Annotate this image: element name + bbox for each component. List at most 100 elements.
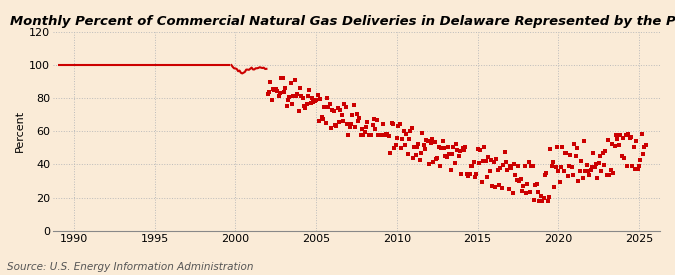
Point [333,119,344,124]
Point [454,154,464,159]
Point [447,152,458,156]
Point [367,122,378,127]
Point [603,138,614,142]
Point [443,144,454,149]
Point [518,184,529,189]
Point [557,145,568,149]
Point [475,148,486,152]
Point [364,133,375,137]
Point [508,162,519,166]
Point [551,145,562,149]
Point [351,112,362,117]
Point [310,98,321,102]
Point [455,149,466,153]
Point [503,187,514,191]
Point [268,87,279,92]
Point [292,92,303,96]
Point [484,169,495,173]
Point [607,142,618,146]
Point [611,133,622,138]
Point [635,158,646,162]
Point [464,172,475,177]
Point [541,170,551,175]
Point [437,139,448,143]
Point [510,173,520,177]
Point [488,160,499,164]
Point [458,146,468,150]
Point [570,154,581,159]
Title: Monthly Percent of Commercial Natural Gas Deliveries in Delaware Represented by : Monthly Percent of Commercial Natural Ga… [10,15,675,28]
Point [574,169,585,173]
Point [527,164,538,169]
Point [615,133,626,137]
Point [354,116,364,120]
Point [286,80,296,85]
Point [446,168,456,172]
Point [363,133,374,137]
Point [459,148,470,152]
Point [428,160,439,164]
Point [620,133,631,137]
Point [315,97,325,101]
Point [294,109,304,113]
Point [627,163,638,168]
Point [264,90,275,95]
Point [585,168,596,172]
Point [587,165,597,169]
Point [592,175,603,180]
Point [396,146,406,150]
Point [439,145,450,150]
Point [381,132,392,136]
Point [596,168,607,173]
Point [515,177,526,181]
Point [273,94,284,98]
Point [374,133,385,137]
Point [301,102,312,107]
Point [280,86,291,90]
Point [389,145,400,150]
Point [265,79,276,84]
Point [519,164,530,168]
Point [441,155,452,159]
Point [500,160,511,164]
Point [492,168,503,172]
Point [297,96,308,101]
Point [317,117,328,121]
Point [416,151,427,156]
Point [392,136,402,141]
Point [408,156,418,160]
Point [583,169,593,174]
Point [355,133,366,137]
Point [593,161,604,165]
Point [366,133,377,137]
Point [267,98,277,102]
Point [472,147,483,151]
Point [497,163,508,167]
Point [568,173,578,177]
Point [499,150,510,154]
Point [339,101,350,106]
Point [619,156,630,160]
Point [560,151,570,155]
Point [543,195,554,199]
Point [397,136,408,141]
Point [520,191,531,195]
Point [306,96,317,101]
Point [325,126,336,130]
Point [359,130,370,134]
Point [477,180,487,185]
Point [352,118,363,123]
Point [288,94,299,99]
Point [624,136,635,140]
Point [595,154,605,158]
Point [429,139,440,144]
Point [637,132,647,136]
Point [305,101,316,105]
Point [487,183,497,188]
Point [641,143,651,147]
Point [631,139,642,143]
Point [328,109,339,114]
Point [378,122,389,126]
Point [466,164,477,168]
Point [296,94,306,98]
